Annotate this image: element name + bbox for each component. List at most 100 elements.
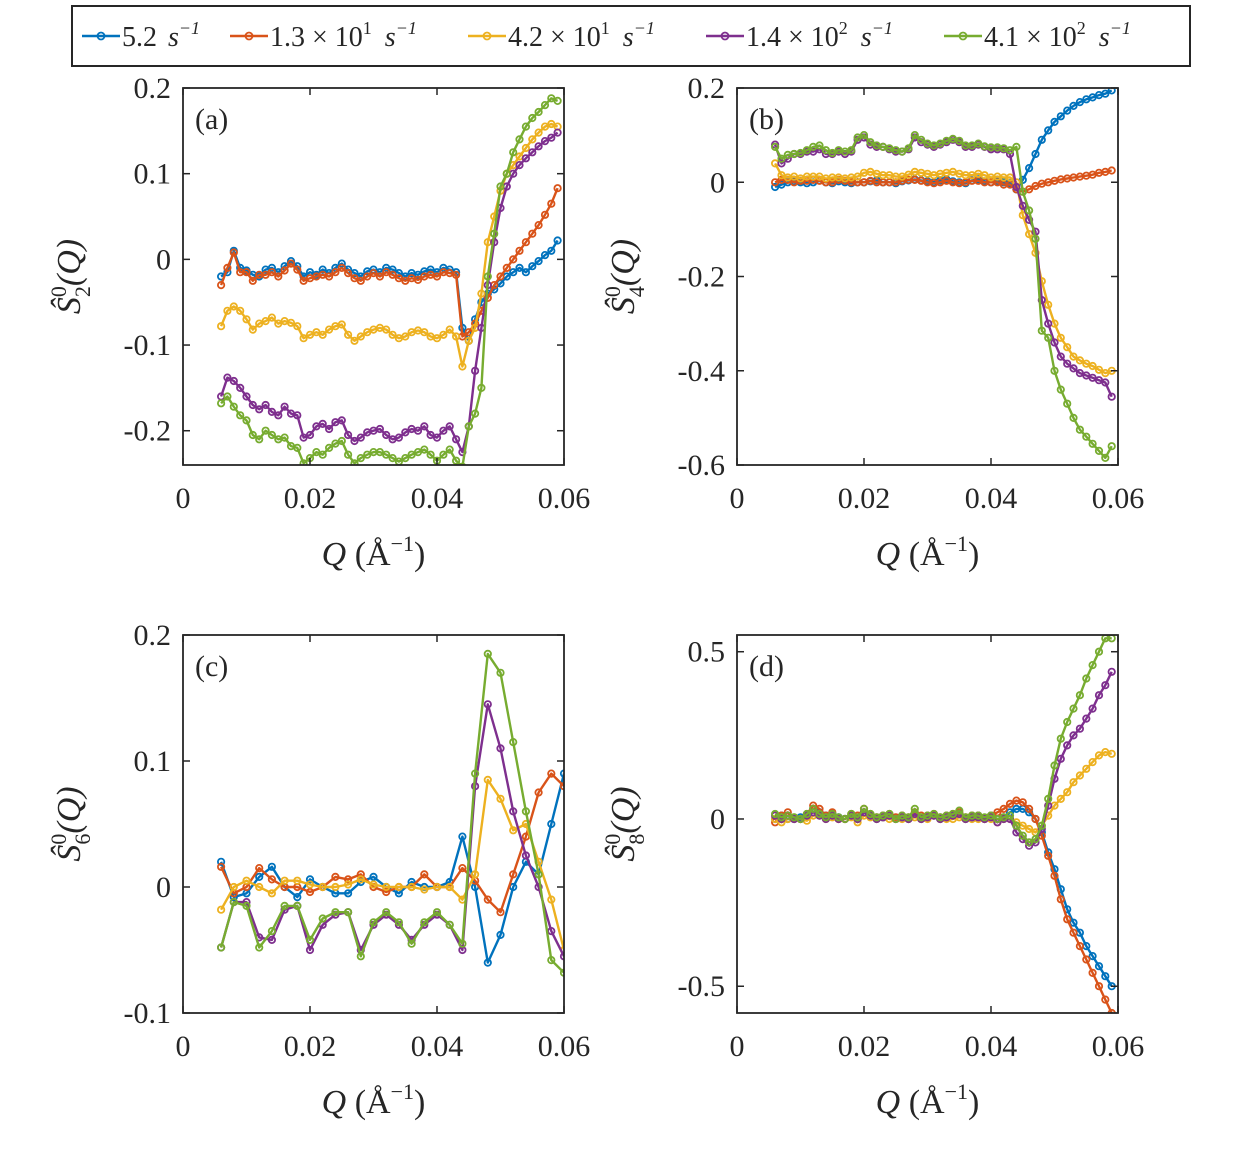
data-point [445, 445, 454, 454]
data-point [1025, 206, 1034, 215]
x-tick-label: 0.04 [411, 1030, 464, 1063]
data-point [305, 935, 315, 945]
data-point [432, 882, 442, 892]
legend-entry-4: 1.4 × 102 s−1 [706, 18, 893, 53]
data-point [521, 143, 531, 153]
data-point [897, 147, 907, 156]
data-point [305, 945, 315, 955]
data-point [286, 259, 296, 268]
data-point [553, 184, 562, 193]
data-point [432, 334, 442, 343]
data-point [401, 453, 410, 463]
data-point [242, 268, 251, 277]
data-point [929, 809, 939, 819]
data-point [343, 430, 353, 440]
data-point [267, 313, 276, 322]
data-point [388, 330, 397, 339]
series-group [770, 635, 1116, 1013]
data-point [1088, 660, 1097, 670]
data-point [477, 383, 486, 392]
x-axis-label: Q (Å−1) [322, 1079, 426, 1121]
data-point [534, 221, 543, 230]
data-point [255, 863, 264, 873]
data-point [477, 289, 486, 298]
data-point [1050, 117, 1059, 127]
data-point [337, 416, 346, 425]
legend-label: 5.2 s−1 [122, 18, 200, 53]
data-point [1075, 425, 1085, 434]
data-point [1044, 319, 1053, 328]
data-point [280, 876, 289, 885]
data-point [828, 809, 837, 819]
data-point [904, 144, 913, 153]
data-point [1069, 101, 1078, 111]
series-line-5 [219, 652, 564, 974]
data-point [318, 914, 327, 923]
legend-entry-3: 4.2 × 101 s−1 [468, 18, 655, 53]
data-point [439, 426, 448, 435]
panel-b: 0 0.02 0.04 0.06 -0.6 -0.4 -0.2 0 0.2 (b) Q (Å−1) Ŝ… [600, 72, 1144, 573]
data-point [534, 142, 543, 151]
data-point [470, 769, 480, 778]
data-point [866, 809, 875, 819]
data-point [445, 920, 454, 929]
data-point [515, 246, 524, 255]
x-tick-label: 0.06 [1092, 1030, 1145, 1063]
data-point [1101, 972, 1110, 981]
y-tick-label: 0.1 [134, 745, 172, 778]
panel-a: 0 0.02 0.04 0.06 -0.2 -0.1 0 0.1 0.2 (a) Q (Å−1) Ŝ0… [46, 72, 590, 573]
data-point [293, 876, 302, 885]
data-point [267, 889, 276, 898]
x-tick-label: 0.04 [965, 482, 1018, 515]
data-point [1107, 88, 1116, 95]
data-point [936, 139, 945, 148]
data-point [1005, 146, 1015, 155]
data-point [802, 146, 812, 155]
data-point [229, 302, 238, 311]
data-point [1050, 761, 1059, 770]
data-point [483, 895, 492, 904]
data-point [470, 366, 480, 375]
data-point [432, 908, 442, 917]
legend-entry-2: 1.3 × 101 s−1 [230, 18, 417, 53]
data-point [248, 325, 257, 334]
data-point [1005, 173, 1015, 182]
data-point [369, 880, 378, 889]
data-point [853, 813, 862, 822]
data-point [470, 870, 480, 879]
data-point [458, 939, 467, 948]
legend-swatch-marker [482, 31, 492, 41]
data-point [382, 450, 391, 459]
y-tick-label: -0.5 [678, 970, 726, 1003]
x-tick-label: 0 [176, 482, 191, 515]
data-point [1094, 691, 1104, 700]
data-point [229, 402, 238, 411]
x-axis-label: Q (Å−1) [876, 1079, 980, 1121]
data-point [1050, 338, 1059, 347]
data-point [1056, 385, 1065, 394]
panel-d: 0 0.02 0.04 0.06-0.500.5 (d)Q (Å−1)Ŝ08(Q) [600, 634, 1145, 1121]
axes-frame [182, 87, 565, 466]
data-point [847, 146, 856, 155]
data-point [394, 433, 403, 442]
data-point [324, 325, 334, 334]
data-point [770, 142, 780, 151]
data-point [236, 411, 245, 420]
data-point [1101, 453, 1110, 462]
data-point [1082, 674, 1091, 683]
data-point [464, 422, 473, 431]
data-point [337, 436, 346, 446]
data-point [1088, 968, 1097, 978]
data-point [891, 814, 900, 824]
data-point [217, 905, 226, 914]
data-point [1069, 918, 1078, 927]
data-point [528, 262, 537, 271]
data-point [318, 450, 327, 459]
y-tick-label: 0 [156, 871, 171, 904]
data-point [509, 148, 518, 157]
legend-swatch-marker [244, 31, 254, 41]
data-point [1025, 824, 1034, 834]
data-point [242, 416, 251, 425]
data-point [521, 238, 531, 247]
data-point [331, 908, 340, 917]
